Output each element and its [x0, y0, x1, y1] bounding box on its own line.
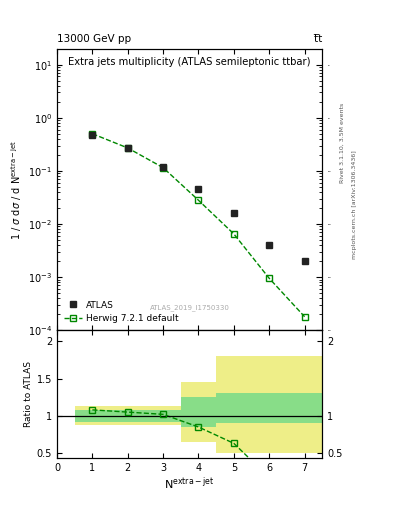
Line: Herwig 7.2.1 default: Herwig 7.2.1 default [89, 130, 308, 320]
ATLAS [90, 132, 95, 138]
ATLAS [125, 145, 130, 151]
Text: 13000 GeV pp: 13000 GeV pp [57, 33, 131, 44]
Y-axis label: 1 / $\sigma$ d$\sigma$ / d N$^{\rm extra-jet}$: 1 / $\sigma$ d$\sigma$ / d N$^{\rm extra… [9, 139, 24, 240]
ATLAS [267, 242, 272, 248]
Text: mcplots.cern.ch [arXiv:1306.3436]: mcplots.cern.ch [arXiv:1306.3436] [352, 151, 357, 259]
ATLAS [302, 258, 307, 264]
Herwig 7.2.1 default [302, 314, 307, 320]
Y-axis label: Ratio to ATLAS: Ratio to ATLAS [24, 361, 33, 427]
Text: Rivet 3.1.10, 3.5M events: Rivet 3.1.10, 3.5M events [340, 103, 345, 183]
Text: t̅t: t̅t [314, 33, 322, 44]
ATLAS [231, 210, 236, 216]
Herwig 7.2.1 default [231, 231, 236, 237]
X-axis label: N$^{\rm extra-jet}$: N$^{\rm extra-jet}$ [165, 476, 215, 493]
Herwig 7.2.1 default [196, 197, 201, 203]
Line: ATLAS: ATLAS [89, 131, 308, 265]
Legend: ATLAS, Herwig 7.2.1 default: ATLAS, Herwig 7.2.1 default [61, 298, 181, 326]
Herwig 7.2.1 default [90, 131, 95, 137]
Text: ATLAS_2019_I1750330: ATLAS_2019_I1750330 [150, 304, 230, 310]
Herwig 7.2.1 default [125, 145, 130, 151]
Herwig 7.2.1 default [161, 164, 165, 170]
ATLAS [196, 186, 201, 193]
ATLAS [161, 164, 165, 170]
Herwig 7.2.1 default [267, 275, 272, 282]
Text: Extra jets multiplicity (ATLAS semileptonic ttbar): Extra jets multiplicity (ATLAS semilepto… [68, 57, 311, 67]
